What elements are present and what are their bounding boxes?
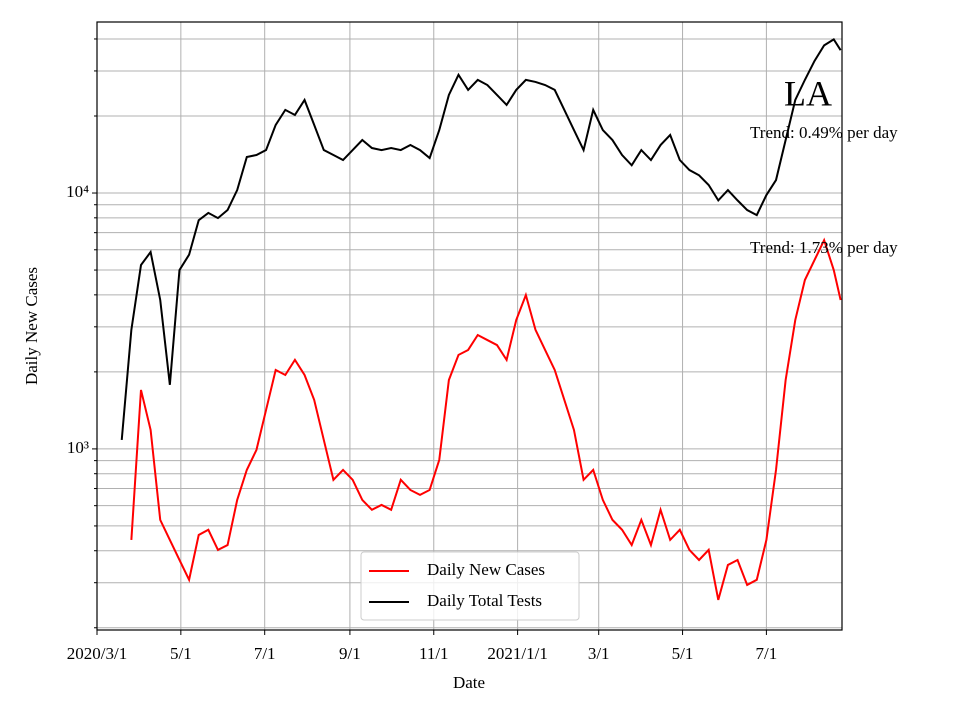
y-axis-label: Daily New Cases	[22, 267, 41, 385]
x-tick-label: 7/1	[756, 644, 778, 663]
x-tick-label: 2020/3/1	[67, 644, 127, 663]
trend-annotation: Trend: 1.73% per day	[750, 238, 898, 257]
x-tick-label: 2021/1/1	[487, 644, 547, 663]
x-tick-label: 7/1	[254, 644, 276, 663]
y-tick-label: 10³	[67, 438, 89, 457]
x-tick-label: 5/1	[170, 644, 192, 663]
region-label: LA	[784, 73, 832, 113]
plot-frame	[96, 21, 843, 631]
legend-label: Daily Total Tests	[427, 591, 542, 610]
y-tick-label: 10⁴	[66, 182, 89, 201]
x-tick-label: 5/1	[672, 644, 694, 663]
x-tick-label: 3/1	[588, 644, 610, 663]
legend-label: Daily New Cases	[427, 560, 545, 579]
x-axis-label: Date	[453, 673, 485, 692]
trend-annotation: Trend: 0.49% per day	[750, 123, 898, 142]
series-line	[120, 37, 842, 441]
legend-box	[360, 551, 580, 621]
series-line	[130, 237, 842, 601]
x-tick-label: 9/1	[339, 644, 361, 663]
x-tick-label: 11/1	[419, 644, 449, 663]
